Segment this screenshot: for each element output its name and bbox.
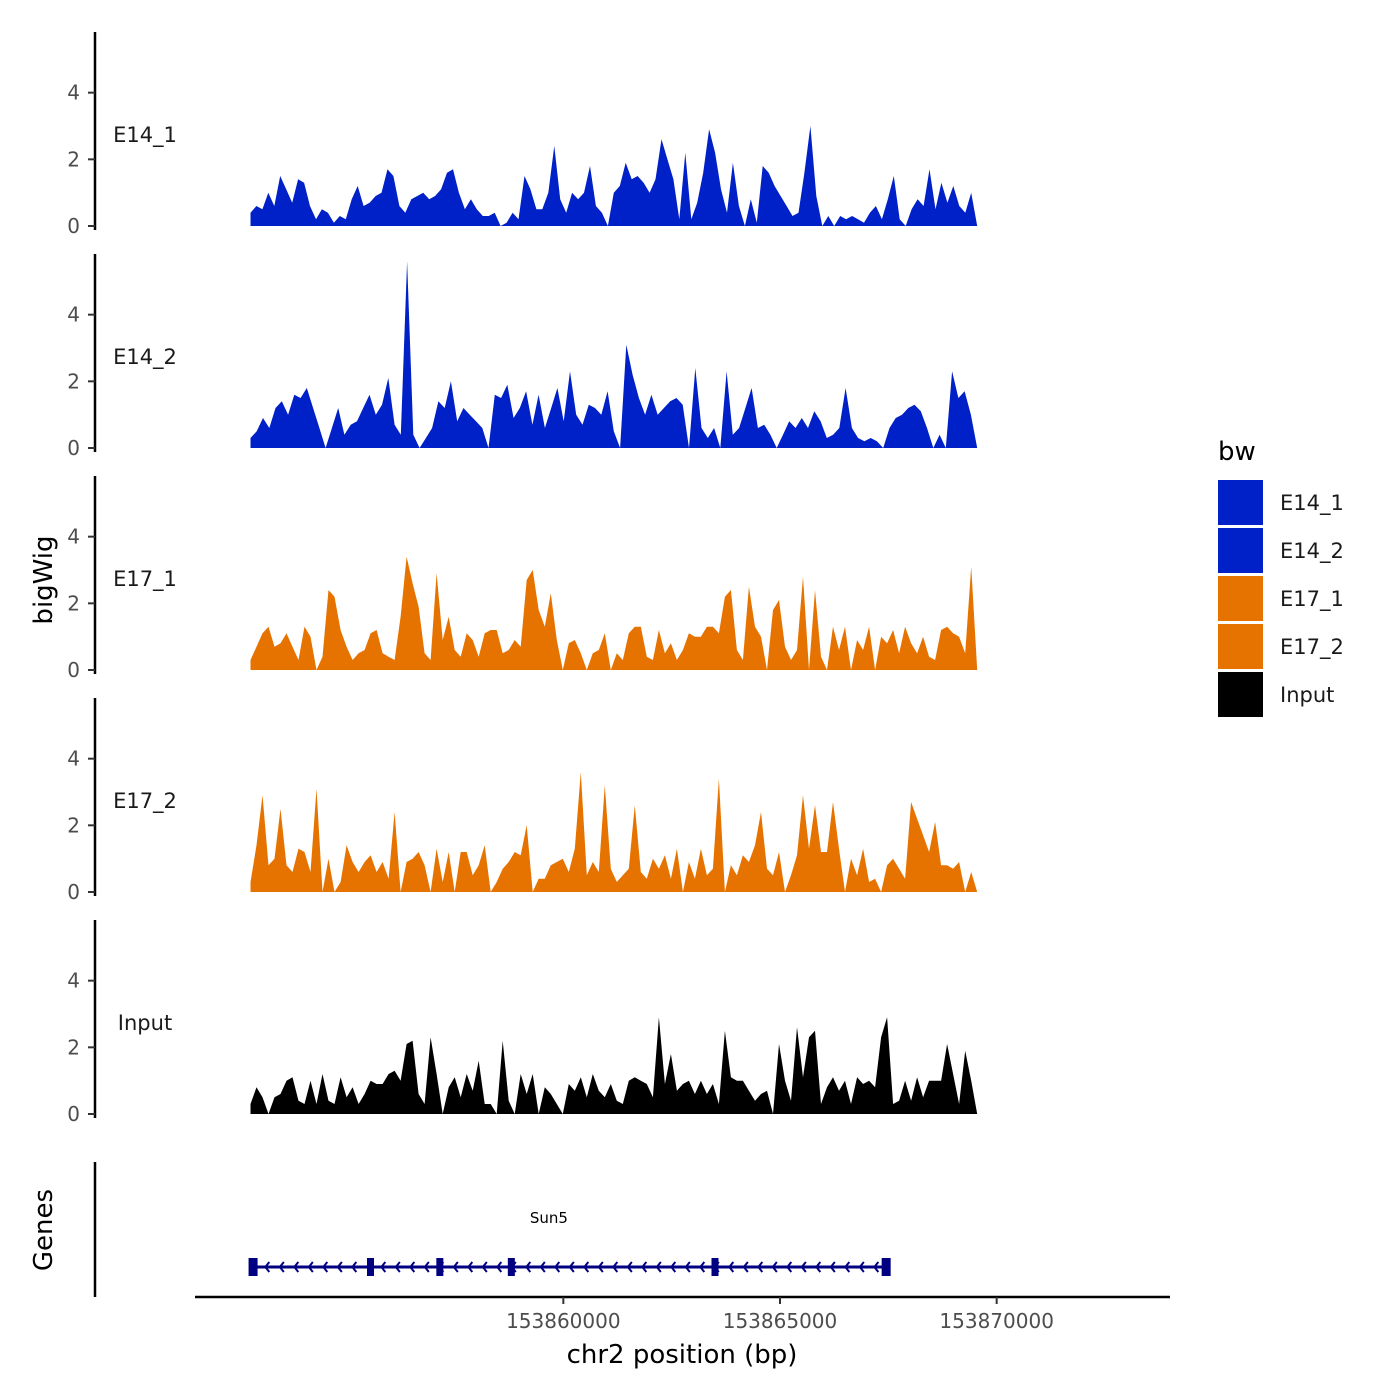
strand-arrow <box>670 1261 677 1273</box>
strand-arrow <box>409 1261 416 1273</box>
strand-arrow <box>873 1261 880 1273</box>
legend-label: E14_2 <box>1280 539 1344 564</box>
coverage-area-e14-1 <box>250 126 978 226</box>
gene-track: Sun5 <box>93 1162 891 1297</box>
legend-label: E17_1 <box>1280 587 1344 612</box>
y-tick-label: 0 <box>67 1102 80 1126</box>
legend-label: E17_2 <box>1280 635 1344 660</box>
y-tick-label: 0 <box>67 880 80 904</box>
x-axis-title: chr2 position (bp) <box>567 1340 798 1370</box>
legend-swatch-e14-2 <box>1218 528 1263 573</box>
legend: bw E14_1 E14_2 E17_1 E17_2 Input <box>1218 437 1344 717</box>
strand-arrow <box>278 1261 285 1273</box>
strand-arrow <box>829 1261 836 1273</box>
strand-arrow <box>684 1261 691 1273</box>
strand-arrow <box>322 1261 329 1273</box>
y-tick-label: 2 <box>67 813 80 837</box>
exon-block <box>507 1258 515 1276</box>
strand-arrow <box>452 1261 459 1273</box>
legend-swatch-e17-1 <box>1218 576 1263 621</box>
legend-title: bw <box>1218 437 1256 467</box>
strand-arrow <box>307 1261 314 1273</box>
y-tick-label: 4 <box>67 81 80 105</box>
coverage-area-e17-1 <box>250 556 978 670</box>
strand-arrow <box>568 1261 575 1273</box>
strand-arrow <box>481 1261 488 1273</box>
strand-arrow <box>786 1261 793 1273</box>
legend-swatch-e17-2 <box>1218 624 1263 669</box>
strand-arrow <box>496 1261 503 1273</box>
strand-arrow <box>612 1261 619 1273</box>
legend-swatch-e14-1 <box>1218 480 1263 525</box>
strand-arrow <box>858 1261 865 1273</box>
track-e14-1: 0 2 4 E14_1 <box>67 32 978 238</box>
y-axis-title: bigWig <box>29 535 59 624</box>
track-e17-2: 0 2 4 E17_2 <box>67 698 978 904</box>
strand-arrow <box>467 1261 474 1273</box>
y-tick-label: 2 <box>67 147 80 171</box>
strand-arrow <box>815 1261 822 1273</box>
y-tick-label: 0 <box>67 436 80 460</box>
track-input: 0 2 4 Input <box>67 920 978 1126</box>
strand-arrow <box>800 1261 807 1273</box>
track-e14-2: 0 2 4 E14_2 <box>67 254 978 460</box>
track-label: Input <box>118 1011 172 1035</box>
coverage-area-e14-2 <box>250 261 978 448</box>
strand-arrow <box>699 1261 706 1273</box>
strand-arrow <box>380 1261 387 1273</box>
strand-arrow <box>626 1261 633 1273</box>
y-tick-label: 0 <box>67 214 80 238</box>
strand-arrow <box>757 1261 764 1273</box>
strand-arrow <box>844 1261 851 1273</box>
x-tick-label: 153865000 <box>723 1309 838 1333</box>
y-tick-label: 2 <box>67 1035 80 1059</box>
y-tick-label: 4 <box>67 303 80 327</box>
track-label: E14_1 <box>113 123 177 148</box>
x-tick-label: 153860000 <box>506 1309 621 1333</box>
x-tick-label: 153870000 <box>939 1309 1054 1333</box>
exon-block <box>248 1258 258 1276</box>
coverage-area-e17-2 <box>250 772 978 892</box>
strand-arrow <box>655 1261 662 1273</box>
strand-arrow <box>336 1261 343 1273</box>
gene-name-label: Sun5 <box>530 1209 568 1227</box>
strand-arrow <box>394 1261 401 1273</box>
exon-block <box>436 1258 444 1276</box>
strand-arrow <box>597 1261 604 1273</box>
strand-arrow <box>293 1261 300 1273</box>
exon-block <box>711 1258 719 1276</box>
strand-arrow <box>728 1261 735 1273</box>
track-label: E17_1 <box>113 567 177 592</box>
y-tick-label: 2 <box>67 369 80 393</box>
genes-track-title: Genes <box>29 1189 59 1271</box>
exon-block <box>367 1258 374 1276</box>
strand-arrow <box>525 1261 532 1273</box>
track-label: E14_2 <box>113 345 177 370</box>
track-e17-1: 0 2 4 E17_1 <box>67 476 978 682</box>
strand-arrow <box>554 1261 561 1273</box>
y-tick-label: 4 <box>67 969 80 993</box>
y-tick-label: 2 <box>67 591 80 615</box>
track-label: E17_2 <box>113 789 177 814</box>
strand-arrow <box>742 1261 749 1273</box>
coverage-area-input <box>250 1017 978 1114</box>
y-tick-label: 4 <box>67 747 80 771</box>
exon-block <box>881 1258 891 1276</box>
strand-arrow <box>423 1261 430 1273</box>
y-tick-label: 4 <box>67 525 80 549</box>
strand-arrow <box>641 1261 648 1273</box>
legend-label: Input <box>1280 683 1334 707</box>
legend-label: E14_1 <box>1280 491 1344 516</box>
coverage-tracks: 0 2 4 E14_1 0 2 4 E14_2 0 2 4 E17_1 0 2 4 E17_2 0 2 4 Input <box>67 32 978 1126</box>
legend-swatch-input <box>1218 672 1263 717</box>
strand-arrow <box>539 1261 546 1273</box>
x-axis: 153860000 153865000 153870000 <box>195 1295 1170 1333</box>
strand-arrow <box>351 1261 358 1273</box>
strand-arrow <box>771 1261 778 1273</box>
strand-arrow <box>264 1261 271 1273</box>
strand-arrow <box>583 1261 590 1273</box>
y-tick-label: 0 <box>67 658 80 682</box>
